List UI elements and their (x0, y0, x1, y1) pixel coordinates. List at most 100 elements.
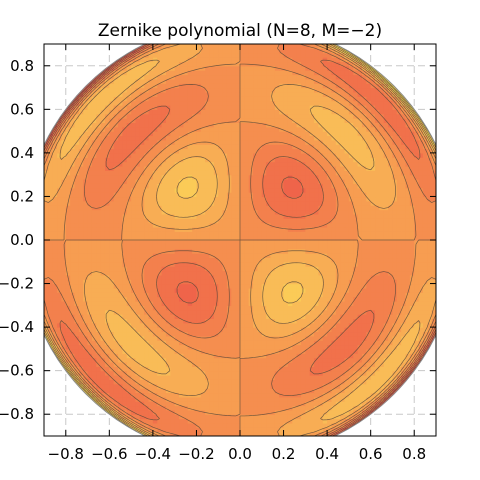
surface-cell (309, 405, 315, 411)
surface-cell (244, 314, 250, 319)
surface-cell (44, 287, 49, 293)
surface-cell (348, 414, 354, 420)
surface-cell (287, 370, 293, 376)
surface-cell (318, 357, 324, 363)
surface-cell (135, 283, 141, 289)
surface-cell (305, 383, 311, 389)
surface-cell (91, 344, 97, 350)
surface-cell (96, 322, 102, 328)
surface-cell (305, 361, 311, 367)
surface-cell (135, 370, 141, 376)
surface-cell (148, 401, 154, 407)
surface-cell (126, 270, 132, 276)
surface-cell (48, 314, 54, 319)
surface-cell (65, 240, 71, 245)
surface-cell (157, 348, 163, 354)
surface-cell (431, 296, 436, 302)
surface-cell (222, 257, 228, 263)
surface-cell (48, 266, 54, 272)
surface-cell (104, 213, 110, 219)
surface-cell (165, 279, 171, 285)
surface-cell (292, 257, 298, 263)
surface-cell (174, 266, 180, 272)
surface-cell (244, 209, 250, 215)
surface-cell (396, 270, 402, 276)
surface-cell (170, 292, 176, 298)
surface-cell (274, 209, 280, 215)
surface-cell (109, 218, 115, 224)
surface-cell (357, 322, 363, 328)
surface-cell (65, 340, 71, 346)
surface-cell (161, 244, 167, 250)
surface-cell (200, 335, 206, 341)
surface-cell (192, 327, 198, 333)
surface-cell (148, 231, 154, 237)
surface-cell (353, 318, 359, 324)
surface-cell (218, 388, 224, 394)
surface-cell (205, 253, 211, 259)
surface-cell (161, 231, 167, 237)
surface-cell (427, 222, 433, 228)
surface-cell (96, 248, 102, 254)
surface-cell (388, 226, 394, 232)
surface-cell (31, 262, 36, 267)
surface-cell (131, 257, 137, 263)
surface-cell (405, 318, 411, 324)
surface-cell (183, 213, 189, 219)
surface-cell (157, 379, 163, 385)
surface-cell (183, 409, 189, 415)
surface-cell (375, 248, 380, 254)
surface-cell (226, 318, 232, 324)
surface-cell (152, 305, 158, 311)
surface-cell (287, 240, 293, 245)
surface-cell (396, 279, 402, 285)
surface-cell (331, 422, 337, 428)
surface-cell (418, 218, 424, 224)
surface-cell (361, 292, 367, 298)
surface-cell (422, 253, 428, 259)
surface-cell (348, 314, 354, 319)
surface-cell (253, 396, 259, 402)
surface-cell (165, 209, 171, 215)
surface-cell (331, 414, 337, 420)
surface-cell (253, 248, 259, 254)
surface-cell (270, 344, 276, 350)
surface-cell (187, 300, 193, 306)
surface-cell (74, 340, 80, 346)
surface-cell (91, 200, 97, 206)
surface-cell (48, 279, 54, 285)
surface-cell (366, 388, 372, 394)
surface-cell (226, 375, 232, 380)
surface-cell (335, 266, 341, 272)
surface-cell (35, 266, 40, 271)
surface-cell (335, 388, 341, 394)
surface-cell (131, 244, 137, 250)
surface-cell (240, 257, 245, 263)
surface-cell (148, 405, 154, 411)
surface-cell (213, 248, 219, 254)
surface-cell (209, 357, 215, 363)
surface-cell (244, 218, 250, 224)
surface-cell (331, 318, 337, 324)
surface-cell (74, 226, 80, 232)
surface-cell (287, 322, 293, 328)
surface-cell (161, 318, 167, 324)
surface-cell (409, 305, 415, 311)
surface-cell (157, 248, 163, 254)
surface-cell (226, 200, 232, 206)
surface-cell (183, 357, 189, 363)
surface-cell (135, 318, 141, 324)
surface-cell (74, 344, 80, 350)
surface-cell (122, 257, 128, 263)
surface-cell (61, 266, 67, 272)
surface-cell (453, 244, 458, 249)
surface-cell (331, 248, 337, 254)
surface-cell (422, 270, 428, 276)
surface-cell (205, 427, 211, 433)
surface-cell (300, 274, 306, 280)
surface-cell (48, 231, 54, 237)
surface-cell (152, 431, 158, 436)
surface-cell (148, 305, 154, 311)
surface-cell (248, 231, 254, 237)
surface-cell (205, 340, 211, 346)
